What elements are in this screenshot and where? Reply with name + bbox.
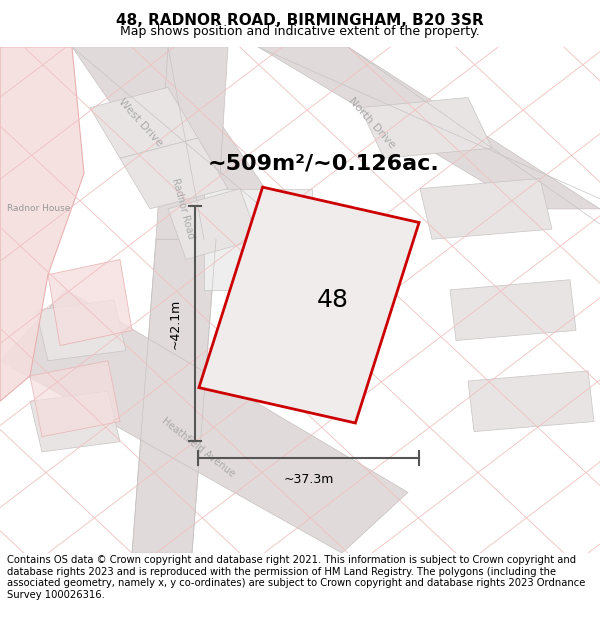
Text: Heathfield Avenue: Heathfield Avenue — [160, 415, 236, 478]
Polygon shape — [468, 371, 594, 432]
Text: ~42.1m: ~42.1m — [169, 298, 182, 349]
Text: Radnor Road: Radnor Road — [170, 177, 196, 241]
Polygon shape — [199, 187, 419, 423]
Polygon shape — [30, 391, 120, 452]
Polygon shape — [258, 47, 600, 209]
Text: ~509m²/~0.126ac.: ~509m²/~0.126ac. — [208, 153, 440, 173]
Text: North Drive: North Drive — [347, 96, 397, 150]
Polygon shape — [72, 47, 300, 239]
Polygon shape — [0, 47, 84, 401]
Polygon shape — [156, 47, 228, 239]
Polygon shape — [48, 259, 132, 346]
Text: Contains OS data © Crown copyright and database right 2021. This information is : Contains OS data © Crown copyright and d… — [7, 555, 586, 600]
Polygon shape — [132, 239, 216, 553]
Polygon shape — [0, 290, 408, 553]
Polygon shape — [30, 361, 120, 437]
Text: Radnor House: Radnor House — [7, 204, 71, 213]
Text: West Drive: West Drive — [117, 97, 165, 149]
Text: 48, RADNOR ROAD, BIRMINGHAM, B20 3SR: 48, RADNOR ROAD, BIRMINGHAM, B20 3SR — [116, 13, 484, 28]
Polygon shape — [90, 88, 198, 158]
Polygon shape — [36, 300, 126, 361]
Polygon shape — [204, 189, 312, 290]
Text: Map shows position and indicative extent of the property.: Map shows position and indicative extent… — [120, 24, 480, 38]
Polygon shape — [360, 98, 492, 158]
Text: 48: 48 — [317, 288, 349, 312]
Polygon shape — [168, 189, 258, 259]
Polygon shape — [450, 280, 576, 341]
Text: ~37.3m: ~37.3m — [283, 473, 334, 486]
Polygon shape — [120, 138, 228, 209]
Polygon shape — [420, 179, 552, 239]
